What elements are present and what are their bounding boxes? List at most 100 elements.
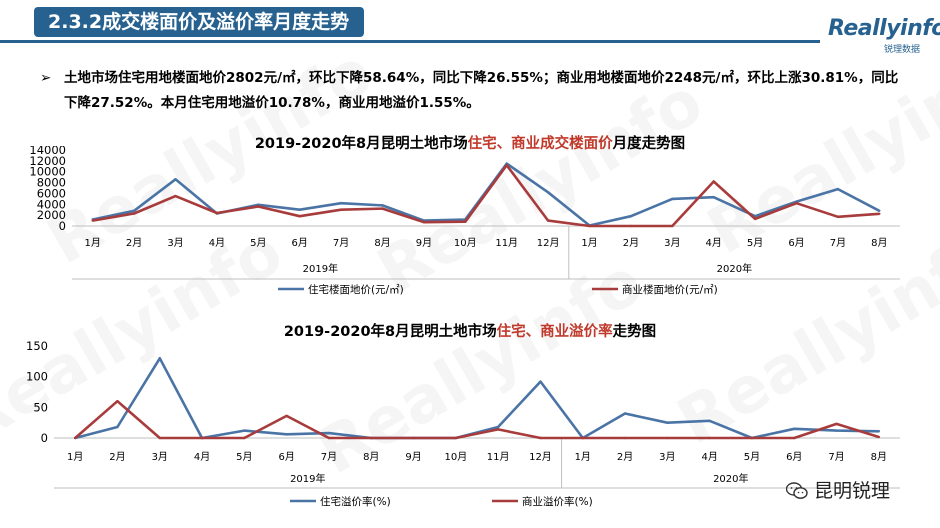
x-tick-label: 4月 — [209, 237, 225, 249]
data-point — [132, 209, 136, 212]
y-tick-label: 12000 — [29, 154, 66, 168]
data-point — [158, 436, 161, 440]
x-tick-label: 1月 — [85, 237, 101, 249]
data-point — [116, 425, 119, 429]
data-point — [708, 419, 711, 423]
x-tick-label: 3月 — [664, 237, 680, 249]
data-point — [200, 436, 204, 440]
y-tick-label: 0 — [41, 431, 48, 445]
data-point — [793, 436, 796, 440]
data-point — [243, 436, 246, 440]
data-point — [327, 436, 331, 440]
x-tick-label: 5月 — [744, 451, 760, 463]
wechat-account: 昆明锐理 — [786, 476, 890, 503]
x-tick-label: 4月 — [706, 237, 722, 249]
data-point — [671, 224, 674, 228]
data-point — [671, 197, 674, 201]
x-tick-label: 11月 — [495, 237, 518, 249]
logo-text: Reallyinfo — [828, 16, 940, 41]
data-point — [750, 436, 754, 440]
data-point — [712, 180, 715, 183]
data-point — [623, 412, 627, 415]
x-tick-label: 2月 — [617, 451, 633, 463]
data-point — [73, 436, 77, 440]
summary-text: 土地市场住宅用地楼面地价2802元/㎡，环比下降58.64%，同比下降26.55… — [64, 70, 899, 111]
data-point — [91, 219, 94, 222]
x-tick-label: 12月 — [529, 451, 552, 463]
x-tick-label: 9月 — [416, 237, 432, 249]
y-tick-label: 8000 — [37, 176, 66, 190]
x-tick-label: 7月 — [830, 237, 846, 249]
chart-title-premium: 2019-2020年8月昆明土地市场住宅、商业溢价率走势图 — [0, 320, 940, 341]
data-point — [174, 178, 177, 181]
x-tick-label: 6月 — [788, 237, 804, 249]
data-point — [666, 421, 669, 424]
data-point — [629, 224, 633, 228]
chart-title-price: 2019-2020年8月昆明土地市场住宅、商业成交楼面价月度走势图 — [0, 132, 940, 153]
data-point — [708, 436, 711, 440]
data-point — [132, 212, 136, 215]
legend-label: 商业溢价率(%) — [522, 495, 593, 508]
data-point — [215, 211, 219, 215]
data-point — [412, 436, 415, 440]
data-point — [285, 414, 288, 418]
y-tick-label: 14000 — [29, 146, 66, 157]
data-point — [505, 164, 508, 167]
y-tick-label: 150 — [26, 340, 48, 353]
x-tick-label: 3月 — [659, 451, 675, 463]
x-tick-label: 7月 — [828, 451, 844, 463]
chart-title-part: 月度走势图 — [612, 136, 686, 152]
x-tick-label: 4月 — [701, 451, 717, 463]
data-point — [581, 436, 584, 440]
data-point — [546, 191, 550, 194]
company-logo: Reallyinfo 锐理数据 — [828, 16, 940, 55]
data-point — [836, 187, 840, 191]
data-point — [158, 357, 161, 360]
data-point — [327, 431, 331, 435]
arrow-bullet-icon: ➢ — [40, 70, 52, 86]
year-group-label: 2019年 — [303, 262, 338, 275]
legend-label: 住宅溢价率(%) — [320, 495, 391, 508]
data-point — [712, 196, 715, 199]
data-point — [339, 202, 343, 205]
data-point — [546, 219, 550, 222]
data-point — [496, 428, 500, 431]
x-tick-label: 7月 — [333, 237, 349, 249]
data-point — [422, 221, 426, 224]
data-point — [793, 427, 796, 430]
data-point — [835, 429, 838, 432]
series-line — [74, 356, 879, 440]
y-tick-label: 50 — [33, 400, 48, 414]
series-line — [92, 163, 880, 228]
x-tick-label: 12月 — [537, 237, 560, 249]
data-point — [339, 208, 343, 211]
data-point — [835, 422, 838, 426]
x-tick-label: 8月 — [871, 237, 887, 249]
wechat-label: 昆明锐理 — [814, 480, 891, 502]
x-tick-label: 1月 — [575, 451, 591, 463]
chart-title-highlight: 成交楼面价 — [540, 136, 613, 152]
data-point — [243, 429, 246, 432]
data-point — [298, 208, 301, 211]
data-point — [877, 435, 881, 439]
x-tick-label: 5月 — [236, 451, 252, 463]
logo-subtext: 锐理数据 — [884, 45, 921, 55]
year-group-label: 2019年 — [290, 472, 325, 485]
x-tick-label: 8月 — [363, 451, 379, 463]
data-point — [623, 436, 627, 440]
chart-title-part: 2019-2020年8月昆明土地市场 — [283, 324, 497, 340]
data-point — [370, 436, 373, 440]
wechat-icon — [786, 482, 808, 499]
data-point — [539, 436, 542, 440]
y-tick-label: 100 — [26, 370, 48, 384]
chart-title-highlight: 住宅、商业溢价率 — [496, 324, 613, 340]
data-point — [753, 217, 757, 221]
x-tick-label: 3月 — [152, 451, 168, 463]
y-tick-label: 10000 — [29, 165, 66, 179]
section-title: 2.3.2成交楼面价及溢价率月度走势 — [34, 7, 364, 37]
x-tick-label: 10月 — [454, 237, 477, 249]
x-tick-label: 11月 — [487, 451, 510, 463]
data-point — [454, 436, 458, 440]
data-point — [877, 430, 881, 433]
data-point — [588, 224, 591, 228]
